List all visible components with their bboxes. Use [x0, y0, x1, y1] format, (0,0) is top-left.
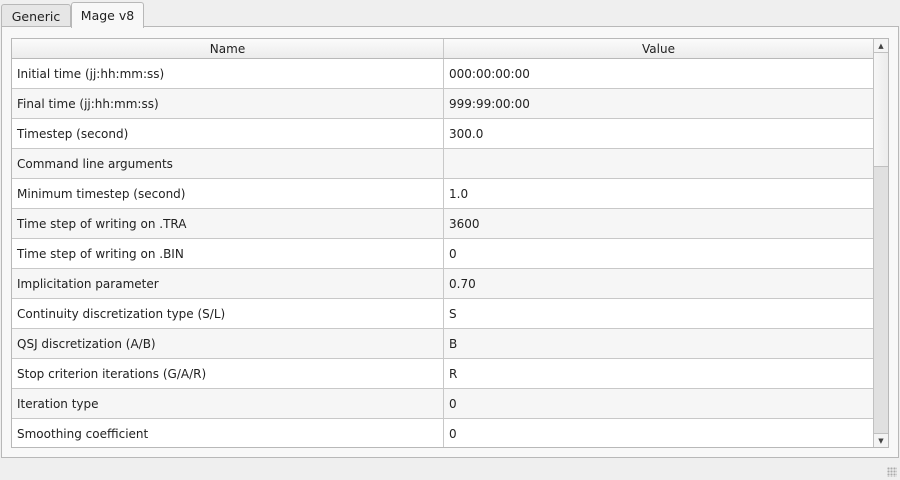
scroll-up-arrow-icon[interactable]: ▲ — [874, 39, 888, 53]
name-cell: Smoothing coefficient — [12, 419, 444, 447]
value-cell[interactable]: R — [444, 359, 874, 388]
value-cell[interactable]: B — [444, 329, 874, 358]
table-row[interactable]: Stop criterion iterations (G/A/R) R — [12, 359, 874, 389]
table-row[interactable]: Initial time (jj:hh:mm:ss) 000:00:00:00 — [12, 59, 874, 89]
column-header-value[interactable]: Value — [444, 39, 874, 58]
scrollbar-thumb[interactable] — [874, 53, 888, 167]
scroll-down-arrow-icon[interactable]: ▼ — [874, 433, 888, 447]
tab-mage-v8[interactable]: Mage v8 — [71, 2, 144, 28]
value-cell[interactable] — [444, 149, 874, 178]
table-row[interactable]: Timestep (second) 300.0 — [12, 119, 874, 149]
value-cell[interactable]: 999:99:00:00 — [444, 89, 874, 118]
name-cell: Initial time (jj:hh:mm:ss) — [12, 59, 444, 88]
value-cell[interactable]: 1.0 — [444, 179, 874, 208]
value-cell[interactable]: 0 — [444, 239, 874, 268]
value-cell[interactable]: 0 — [444, 419, 874, 447]
table-row[interactable]: Implicitation parameter 0.70 — [12, 269, 874, 299]
table-header: Name Value — [12, 39, 874, 59]
table-row[interactable]: Continuity discretization type (S/L) S — [12, 299, 874, 329]
name-cell: Implicitation parameter — [12, 269, 444, 298]
value-cell[interactable]: 0.70 — [444, 269, 874, 298]
tab-generic[interactable]: Generic — [1, 4, 71, 27]
value-cell[interactable]: 0 — [444, 389, 874, 418]
table-row[interactable]: QSJ discretization (A/B) B — [12, 329, 874, 359]
table-row[interactable]: Iteration type 0 — [12, 389, 874, 419]
table-row[interactable]: Time step of writing on .TRA 3600 — [12, 209, 874, 239]
column-header-name[interactable]: Name — [12, 39, 444, 58]
name-cell: Command line arguments — [12, 149, 444, 178]
value-cell[interactable]: 3600 — [444, 209, 874, 238]
name-cell: Iteration type — [12, 389, 444, 418]
table-row[interactable]: Time step of writing on .BIN 0 — [12, 239, 874, 269]
parameters-table: Name Value Initial time (jj:hh:mm:ss) 000… — [11, 38, 889, 448]
value-cell[interactable]: S — [444, 299, 874, 328]
name-cell: Time step of writing on .TRA — [12, 209, 444, 238]
name-cell: Stop criterion iterations (G/A/R) — [12, 359, 444, 388]
name-cell: Time step of writing on .BIN — [12, 239, 444, 268]
value-cell[interactable]: 300.0 — [444, 119, 874, 148]
table-row[interactable]: Smoothing coefficient 0 — [12, 419, 874, 447]
name-cell: Final time (jj:hh:mm:ss) — [12, 89, 444, 118]
name-cell: Minimum timestep (second) — [12, 179, 444, 208]
vertical-scrollbar[interactable]: ▲ ▼ — [873, 39, 888, 447]
name-cell: Timestep (second) — [12, 119, 444, 148]
resize-grip-icon[interactable] — [887, 467, 897, 477]
table-row[interactable]: Minimum timestep (second) 1.0 — [12, 179, 874, 209]
table-body: Initial time (jj:hh:mm:ss) 000:00:00:00 Fi… — [12, 59, 874, 447]
name-cell: QSJ discretization (A/B) — [12, 329, 444, 358]
name-cell: Continuity discretization type (S/L) — [12, 299, 444, 328]
table-row[interactable]: Final time (jj:hh:mm:ss) 999:99:00:00 — [12, 89, 874, 119]
value-cell[interactable]: 000:00:00:00 — [444, 59, 874, 88]
table-row[interactable]: Command line arguments — [12, 149, 874, 179]
